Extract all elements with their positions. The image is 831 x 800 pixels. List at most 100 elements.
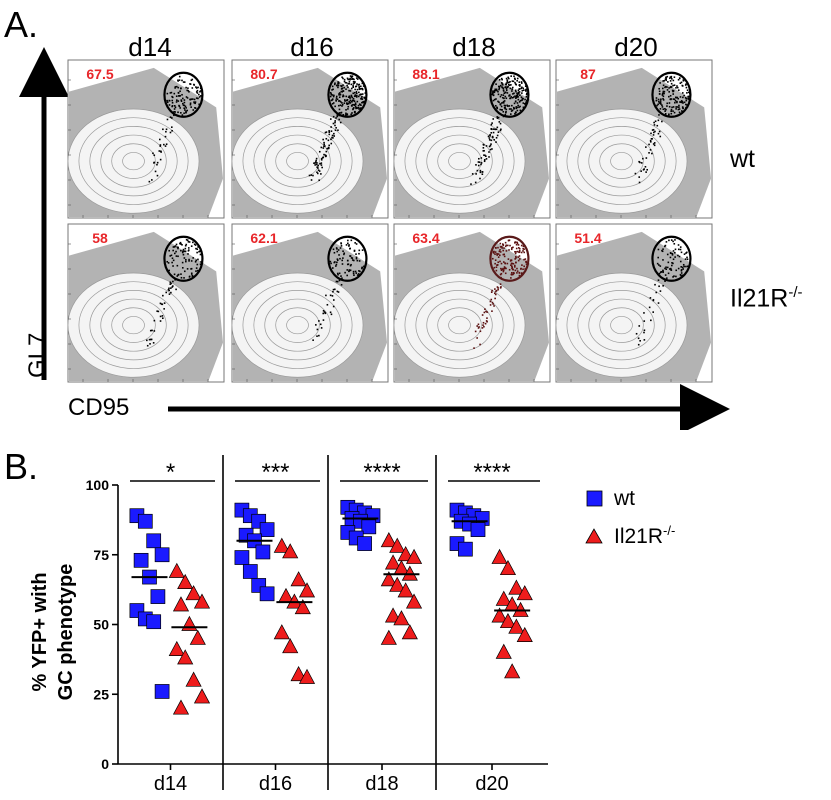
gc-event (515, 255, 517, 258)
gc-event (361, 82, 364, 85)
gc-event (511, 262, 514, 265)
gc-event (491, 301, 494, 304)
gc-event (515, 107, 518, 110)
gate-percent: 88.1 (412, 66, 439, 82)
contour-line (610, 152, 633, 171)
gc-event (682, 79, 685, 81)
gc-event (493, 128, 495, 130)
gc-event (674, 251, 676, 254)
gc-event (653, 124, 656, 126)
gc-event (342, 113, 345, 116)
gc-event (186, 239, 189, 242)
gc-event (186, 268, 189, 270)
legend-il21r-label: Il21R-/- (614, 523, 675, 548)
gc-event (179, 90, 181, 93)
gc-event (193, 243, 196, 246)
panel-a-label: A. (4, 4, 39, 45)
gc-event (489, 144, 492, 147)
gc-event (648, 152, 650, 154)
gc-event (348, 244, 350, 246)
gc-event (337, 129, 339, 132)
gc-event (332, 122, 335, 125)
gc-event (663, 80, 665, 82)
gc-event (194, 102, 196, 105)
gc-event (515, 90, 517, 93)
gc-event (360, 93, 363, 96)
gc-event (163, 302, 166, 304)
contour-line (448, 152, 471, 171)
gc-event (170, 282, 172, 285)
gc-event (343, 86, 345, 89)
gc-event (337, 291, 340, 293)
gc-event (510, 262, 513, 265)
point-il21r (405, 548, 423, 564)
gc-event (497, 287, 499, 289)
gc-event (316, 166, 318, 168)
gc-event (342, 90, 344, 92)
point-wt (259, 586, 275, 602)
gc-event (185, 96, 188, 98)
gc-event (510, 277, 512, 279)
gc-event (491, 289, 493, 292)
gc-event (319, 162, 321, 165)
gc-event (337, 82, 339, 85)
contour-line (264, 298, 331, 352)
gc-event (489, 134, 491, 137)
gc-event (474, 330, 477, 333)
gc-event (173, 114, 175, 117)
gc-event (168, 287, 170, 290)
gc-event (350, 104, 353, 107)
gc-event (316, 172, 319, 175)
gc-event (497, 100, 499, 103)
gc-event (169, 116, 172, 118)
gc-event (199, 253, 202, 256)
gc-event (500, 77, 503, 80)
gc-event (343, 80, 346, 83)
gc-event (351, 96, 354, 99)
contour-line (100, 134, 167, 188)
gc-event (488, 151, 490, 153)
point-il21r (393, 610, 410, 626)
gc-event (667, 261, 670, 264)
gc-event (151, 179, 153, 181)
gc-event (310, 174, 313, 176)
gc-event (159, 144, 162, 146)
gc-event (473, 347, 475, 349)
point-il21r (168, 562, 185, 578)
gc-event (174, 106, 177, 109)
gc-event (310, 179, 313, 181)
gc-event (336, 280, 339, 283)
gc-event (672, 79, 675, 82)
gc-event (645, 171, 647, 173)
gc-event (678, 104, 680, 107)
gc-event (196, 92, 199, 94)
gc-event (680, 269, 683, 272)
gc-event (502, 89, 505, 91)
gc-event (500, 102, 503, 104)
gc-event (337, 81, 339, 83)
gc-event (498, 121, 501, 123)
gc-event (480, 157, 483, 159)
gc-event (677, 248, 680, 251)
gc-event (662, 271, 664, 274)
gc-event (505, 77, 508, 80)
gc-event (525, 260, 527, 263)
gc-event (153, 319, 156, 322)
gc-event (354, 94, 357, 97)
flow-plot-d16-il21r: 62.1 (231, 223, 389, 383)
gc-event (524, 258, 527, 260)
gc-event (522, 102, 525, 104)
gc-event (156, 161, 159, 164)
gc-event (677, 89, 680, 91)
gc-event (168, 99, 171, 102)
gc-event (637, 343, 640, 346)
gc-event (174, 87, 176, 89)
gc-event (671, 254, 674, 256)
point-il21r (185, 671, 202, 687)
flow-plot-d18-il21r: 63.4 (393, 223, 551, 383)
gc-event (349, 255, 352, 257)
gc-event (477, 161, 480, 163)
gc-event (355, 256, 358, 259)
gc-event (524, 85, 527, 88)
gc-event (643, 339, 646, 341)
